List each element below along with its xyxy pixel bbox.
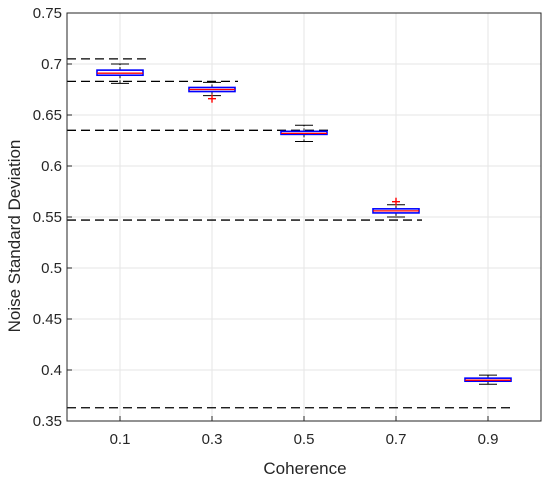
y-tick-label: 0.5 — [41, 260, 62, 277]
y-tick-label: 0.75 — [33, 5, 62, 22]
outlier-marker — [392, 197, 400, 206]
x-tick-label: 0.3 — [202, 431, 223, 448]
box-0.7 — [372, 197, 420, 218]
y-tick-label: 0.6 — [41, 158, 62, 175]
x-tick-label: 0.7 — [386, 431, 407, 448]
box-0.1 — [96, 63, 144, 84]
y-tick-label: 0.4 — [41, 362, 62, 379]
box-0.9 — [464, 374, 512, 385]
y-tick-label: 0.65 — [33, 107, 62, 124]
y-tick-labels: 0.35 0.4 0.45 0.5 0.55 0.6 0.65 0.7 0.75 — [33, 5, 62, 430]
y-tick-label: 0.35 — [33, 413, 62, 430]
reference-lines — [67, 58, 514, 409]
y-tick-label: 0.45 — [33, 311, 62, 328]
boxes — [96, 63, 512, 385]
x-tick-labels: 0.1 0.3 0.5 0.7 0.9 — [110, 431, 499, 448]
y-axis-title: Noise Standard Deviation — [5, 140, 24, 333]
box-0.3 — [188, 81, 236, 103]
axes-box — [66, 12, 542, 422]
x-tick-label: 0.5 — [294, 431, 315, 448]
y-tick-label: 0.7 — [41, 56, 62, 73]
box-0.5 — [280, 124, 328, 143]
x-tick-label: 0.9 — [478, 431, 499, 448]
outlier-marker — [208, 94, 216, 103]
y-tick-label: 0.55 — [33, 209, 62, 226]
axes-frame — [66, 12, 542, 422]
x-axis-title: Coherence — [263, 459, 346, 478]
x-tick-label: 0.1 — [110, 431, 131, 448]
